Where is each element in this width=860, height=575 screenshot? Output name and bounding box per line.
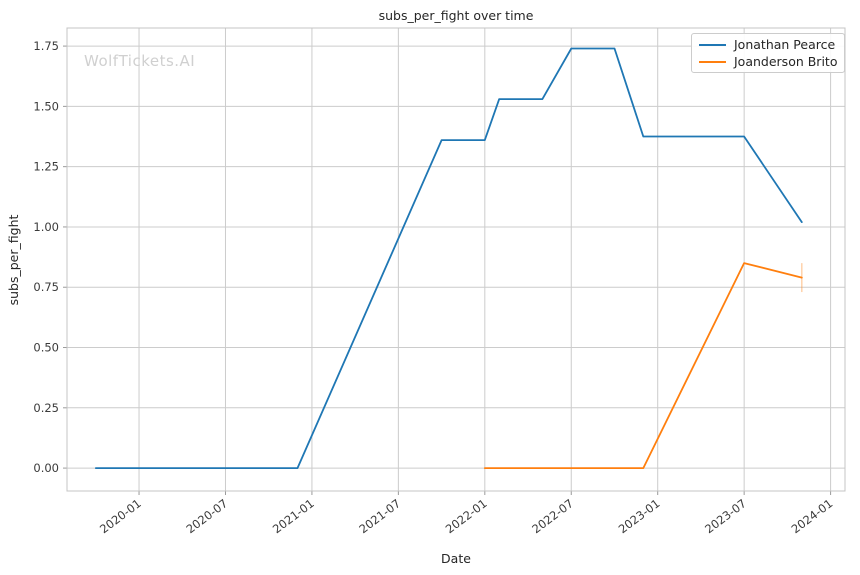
y-tick-label: 0.50 xyxy=(33,341,59,355)
x-tick-label: 2022-07 xyxy=(529,496,576,536)
series-line-joanderson-brito xyxy=(483,262,803,470)
y-tick-label: 1.75 xyxy=(33,39,59,53)
y-axis-label: subs_per_fight xyxy=(6,214,21,306)
x-tick-label: 2020-01 xyxy=(97,496,144,536)
legend-line-sample-blue xyxy=(699,43,726,46)
x-tick-label: 2021-01 xyxy=(270,496,317,536)
legend-label: Joanderson Brito xyxy=(734,54,838,69)
y-tick-label: 0.25 xyxy=(33,401,59,415)
y-tick-label: 1.50 xyxy=(33,99,59,113)
x-tick-label: 2022-01 xyxy=(443,496,490,536)
x-tick-label: 2024-01 xyxy=(789,496,836,536)
legend-line-sample-orange xyxy=(699,60,726,63)
y-tick-label: 1.25 xyxy=(33,160,59,174)
plot-border xyxy=(66,27,846,492)
x-tick-label: 2023-07 xyxy=(702,496,749,536)
x-tick-label: 2023-01 xyxy=(616,496,663,536)
series-line-jonathan-pearce xyxy=(94,47,803,470)
y-tick-label: 1.00 xyxy=(33,220,59,234)
y-tick-label: 0.75 xyxy=(33,280,59,294)
x-axis-label: Date xyxy=(441,551,471,566)
x-tick-label: 2020-07 xyxy=(183,496,230,536)
y-tick-label: 0.00 xyxy=(33,461,59,475)
x-tick-label: 2021-07 xyxy=(356,496,403,536)
watermark: WolfTickets.AI xyxy=(84,52,196,70)
legend-item: Jonathan Pearce xyxy=(699,36,838,53)
legend: Jonathan Pearce Joanderson Brito xyxy=(691,33,845,73)
legend-item: Joanderson Brito xyxy=(699,53,838,70)
chart-title: subs_per_fight over time xyxy=(378,8,534,23)
legend-label: Jonathan Pearce xyxy=(734,37,836,52)
